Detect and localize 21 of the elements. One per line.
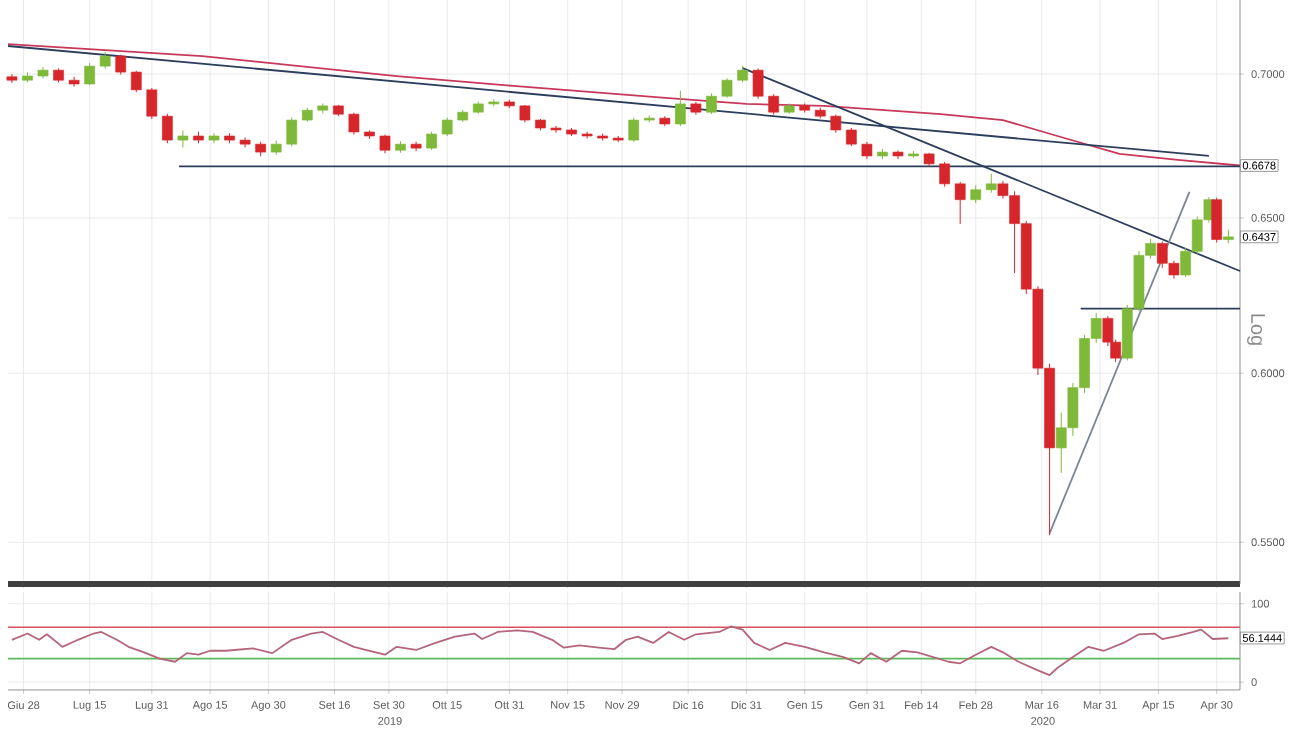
candlestick xyxy=(441,117,453,137)
candlestick xyxy=(68,76,80,88)
candlestick xyxy=(721,77,733,99)
candlestick xyxy=(846,127,857,147)
text: Log xyxy=(1247,314,1265,345)
candlestick xyxy=(146,87,158,120)
candlestick xyxy=(177,129,189,149)
candlestick xyxy=(752,68,764,100)
candlestick xyxy=(286,117,298,147)
candlestick xyxy=(348,112,360,136)
candlestick xyxy=(162,113,173,144)
candlestick xyxy=(768,93,779,116)
candlestick xyxy=(706,92,717,115)
candlestick xyxy=(628,117,640,143)
candlestick xyxy=(426,131,437,151)
candlestick xyxy=(939,161,950,188)
candlestick xyxy=(675,90,686,127)
candlestick xyxy=(985,173,997,194)
candlestick xyxy=(830,114,842,134)
candlestick xyxy=(954,181,966,225)
candlestick xyxy=(1211,197,1223,243)
